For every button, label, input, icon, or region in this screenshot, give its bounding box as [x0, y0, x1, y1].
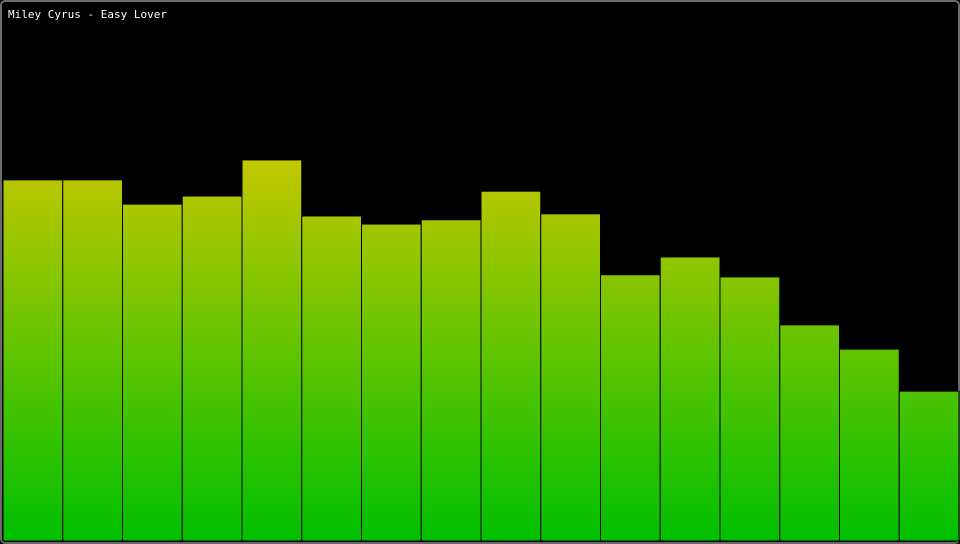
bar — [301, 215, 362, 542]
bar — [659, 256, 721, 542]
bar — [898, 390, 960, 542]
bar — [540, 213, 601, 542]
bar — [62, 179, 123, 542]
bar — [480, 190, 542, 542]
bar — [181, 195, 243, 542]
bar — [839, 348, 900, 542]
bar — [719, 276, 781, 542]
bar — [2, 179, 64, 542]
bar — [779, 324, 840, 542]
track-title: Miley Cyrus - Easy Lover — [8, 8, 167, 21]
bar — [122, 203, 183, 542]
bar — [600, 274, 661, 542]
bar — [361, 223, 422, 542]
bar — [420, 219, 482, 542]
bars — [2, 159, 960, 542]
bar — [241, 159, 303, 542]
